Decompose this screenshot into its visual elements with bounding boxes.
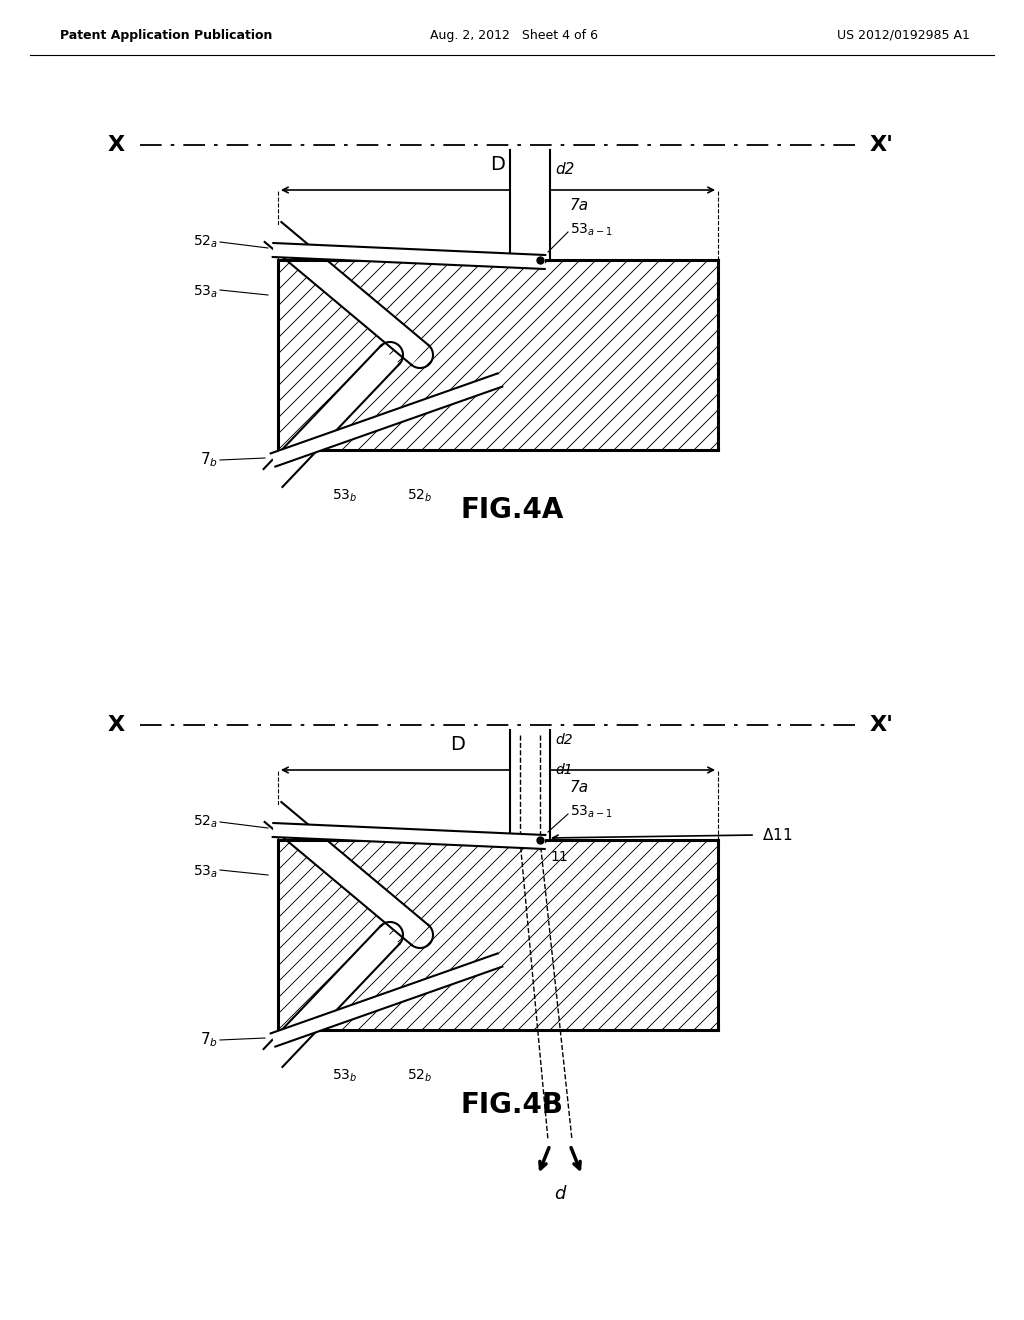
Text: $53_b$: $53_b$ [332,488,357,504]
Bar [510,150,550,260]
Text: Aug. 2, 2012   Sheet 4 of 6: Aug. 2, 2012 Sheet 4 of 6 [430,29,598,41]
Text: $7_b$: $7_b$ [200,450,218,470]
Text: $52_a$: $52_a$ [193,814,218,830]
Text: d: d [554,1185,565,1203]
Polygon shape [264,803,428,945]
Polygon shape [272,243,546,269]
Text: d2: d2 [555,733,572,747]
Text: FIG.4A: FIG.4A [461,496,563,524]
Text: Patent Application Publication: Patent Application Publication [60,29,272,41]
Text: X': X' [870,135,894,154]
Polygon shape [263,346,399,487]
Polygon shape [270,953,503,1047]
Text: US 2012/0192985 A1: US 2012/0192985 A1 [838,29,970,41]
Text: 11: 11 [550,850,567,865]
Polygon shape [264,222,428,364]
Text: X: X [108,715,125,735]
Polygon shape [263,927,399,1067]
Text: X': X' [870,715,894,735]
Text: D: D [490,154,506,174]
Text: X: X [108,135,125,154]
Text: 7a: 7a [570,198,589,213]
Text: $53_a$: $53_a$ [193,284,218,300]
Bar [510,730,550,840]
Text: 7a: 7a [570,780,589,796]
Bar [278,260,718,450]
Polygon shape [270,374,503,466]
Text: $53_{a-1}$: $53_{a-1}$ [570,222,613,238]
Text: $53_a$: $53_a$ [193,863,218,880]
Text: d1: d1 [555,763,572,777]
Text: d2: d2 [555,162,574,177]
Text: $52_a$: $52_a$ [193,234,218,251]
Text: FIG.4B: FIG.4B [461,1092,563,1119]
Text: $\Delta 11$: $\Delta 11$ [762,828,793,843]
Text: $52_b$: $52_b$ [408,488,433,504]
Text: $53_b$: $53_b$ [332,1068,357,1085]
Text: $53_{a-1}$: $53_{a-1}$ [570,804,613,820]
Polygon shape [272,822,546,849]
Text: $52_b$: $52_b$ [408,1068,433,1085]
Bar [278,840,718,1030]
Text: $7_b$: $7_b$ [200,1031,218,1049]
Text: D: D [451,735,466,754]
